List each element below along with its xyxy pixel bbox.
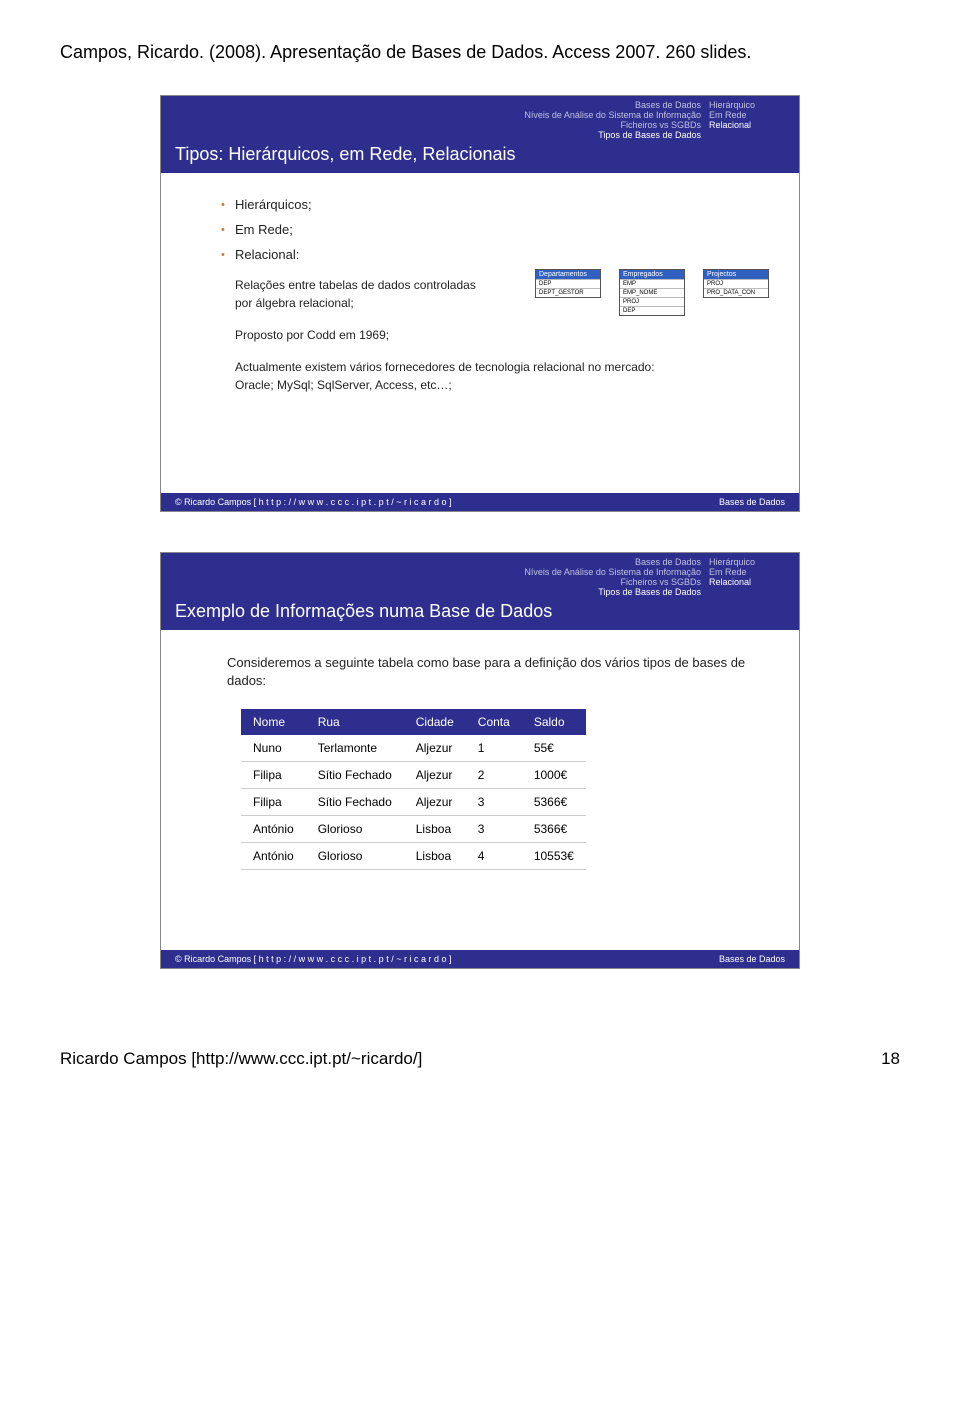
footer-left: © Ricardo Campos [ h t t p : / / w w w .… — [175, 954, 451, 964]
table-cell: 2 — [466, 761, 522, 788]
col-cidade: Cidade — [404, 709, 466, 735]
er-title: Empregados — [620, 270, 684, 279]
footer-right: Bases de Dados — [719, 954, 785, 964]
table-cell: Terlamonte — [306, 735, 404, 762]
table-row: FilipaSítio FechadoAljezur35366€ — [241, 788, 586, 815]
sub-text-3: Actualmente existem vários fornecedores … — [235, 358, 695, 394]
er-title: Departamentos — [536, 270, 600, 279]
table-cell: Lisboa — [404, 842, 466, 869]
slide-1-header: Bases de DadosHierárquico Níveis de Anál… — [161, 96, 799, 173]
crumb-l-0: Bases de Dados — [479, 557, 709, 567]
document-page: Campos, Ricardo. (2008). Apresentação de… — [0, 0, 960, 1109]
er-field: EMP — [620, 279, 684, 288]
table-row: AntónioGloriosoLisboa35366€ — [241, 815, 586, 842]
page-footer-author: Ricardo Campos [http://www.ccc.ipt.pt/~r… — [60, 1049, 422, 1069]
crumb-r-1: Em Rede — [709, 110, 779, 120]
table-cell: Lisboa — [404, 815, 466, 842]
crumb-l-0: Bases de Dados — [479, 100, 709, 110]
table-cell: Sítio Fechado — [306, 761, 404, 788]
er-field: DEP — [536, 279, 600, 288]
slide-2-footer: © Ricardo Campos [ h t t p : / / w w w .… — [161, 950, 799, 968]
table-cell: Aljezur — [404, 735, 466, 762]
crumb-r-2: Relacional — [709, 120, 779, 130]
er-box-projectos: Projectos PROJ PRO_DATA_CON — [703, 269, 769, 298]
slide-1-breadcrumbs: Bases de DadosHierárquico Níveis de Anál… — [161, 96, 799, 142]
table-row: AntónioGloriosoLisboa410553€ — [241, 842, 586, 869]
crumb-l-1: Níveis de Análise do Sistema de Informaç… — [479, 110, 709, 120]
crumb-l-1: Níveis de Análise do Sistema de Informaç… — [479, 567, 709, 577]
table-cell: Glorioso — [306, 842, 404, 869]
crumb-l-2: Ficheiros vs SGBDs — [479, 120, 709, 130]
er-field: DEP — [620, 306, 684, 315]
bullet-item: Relacional: — [221, 247, 759, 262]
slide-1-title: Tipos: Hierárquicos, em Rede, Relacionai… — [161, 142, 799, 173]
slide-2: Bases de DadosHierárquico Níveis de Anál… — [160, 552, 800, 969]
table-row: NunoTerlamonteAljezur155€ — [241, 735, 586, 762]
slide-2-intro: Consideremos a seguinte tabela como base… — [221, 654, 759, 690]
slide-2-title: Exemplo de Informações numa Base de Dado… — [161, 599, 799, 630]
crumb-r-0: Hierárquico — [709, 557, 779, 567]
table-cell: Nuno — [241, 735, 306, 762]
slide-1-body: Hierárquicos; Em Rede; Relacional: Relaç… — [161, 173, 799, 493]
sub-text-2: Proposto por Codd em 1969; — [235, 326, 759, 344]
slide-1: Bases de DadosHierárquico Níveis de Anál… — [160, 95, 800, 512]
crumb-l-3: Tipos de Bases de Dados — [479, 587, 709, 597]
table-cell: Aljezur — [404, 761, 466, 788]
footer-left: © Ricardo Campos [ h t t p : / / w w w .… — [175, 497, 451, 507]
crumb-r-2: Relacional — [709, 577, 779, 587]
crumb-r-0: Hierárquico — [709, 100, 779, 110]
slide-2-breadcrumbs: Bases de DadosHierárquico Níveis de Anál… — [161, 553, 799, 599]
bullet-item: Hierárquicos; — [221, 197, 759, 212]
er-field: PRO_DATA_CON — [704, 288, 768, 297]
table-cell: 1000€ — [522, 761, 586, 788]
slide-1-bullets: Hierárquicos; Em Rede; Relacional: — [221, 197, 759, 262]
page-number: 18 — [881, 1049, 900, 1069]
er-diagram: Departamentos DEP DEPT_GESTOR Empregados… — [535, 269, 769, 316]
table-cell: 3 — [466, 788, 522, 815]
table-cell: 3 — [466, 815, 522, 842]
table-cell: Filipa — [241, 761, 306, 788]
er-title: Projectos — [704, 270, 768, 279]
sub-text-1: Relações entre tabelas de dados controla… — [235, 276, 495, 312]
table-cell: 55€ — [522, 735, 586, 762]
page-footer: Ricardo Campos [http://www.ccc.ipt.pt/~r… — [60, 1049, 900, 1069]
table-cell: Aljezur — [404, 788, 466, 815]
table-cell: António — [241, 815, 306, 842]
col-nome: Nome — [241, 709, 306, 735]
table-row: FilipaSítio FechadoAljezur21000€ — [241, 761, 586, 788]
er-field: EMP_NOME — [620, 288, 684, 297]
slide-2-body: Consideremos a seguinte tabela como base… — [161, 630, 799, 950]
data-table: Nome Rua Cidade Conta Saldo NunoTerlamon… — [241, 709, 586, 870]
crumb-r-1: Em Rede — [709, 567, 779, 577]
er-field: PROJ — [704, 279, 768, 288]
footer-right: Bases de Dados — [719, 497, 785, 507]
table-cell: 10553€ — [522, 842, 586, 869]
table-cell: 1 — [466, 735, 522, 762]
slide-2-header: Bases de DadosHierárquico Níveis de Anál… — [161, 553, 799, 630]
er-box-empregados: Empregados EMP EMP_NOME PROJ DEP — [619, 269, 685, 316]
table-cell: Glorioso — [306, 815, 404, 842]
bullet-item: Em Rede; — [221, 222, 759, 237]
col-conta: Conta — [466, 709, 522, 735]
col-saldo: Saldo — [522, 709, 586, 735]
er-field: PROJ — [620, 297, 684, 306]
er-field: DEPT_GESTOR — [536, 288, 600, 297]
table-cell: Filipa — [241, 788, 306, 815]
table-cell: António — [241, 842, 306, 869]
table-cell: 4 — [466, 842, 522, 869]
table-cell: 5366€ — [522, 788, 586, 815]
citation-reference: Campos, Ricardo. (2008). Apresentação de… — [60, 40, 900, 65]
table-cell: Sítio Fechado — [306, 788, 404, 815]
table-header-row: Nome Rua Cidade Conta Saldo — [241, 709, 586, 735]
crumb-l-3: Tipos de Bases de Dados — [479, 130, 709, 140]
slide-1-footer: © Ricardo Campos [ h t t p : / / w w w .… — [161, 493, 799, 511]
table-cell: 5366€ — [522, 815, 586, 842]
col-rua: Rua — [306, 709, 404, 735]
er-box-departamentos: Departamentos DEP DEPT_GESTOR — [535, 269, 601, 298]
crumb-l-2: Ficheiros vs SGBDs — [479, 577, 709, 587]
